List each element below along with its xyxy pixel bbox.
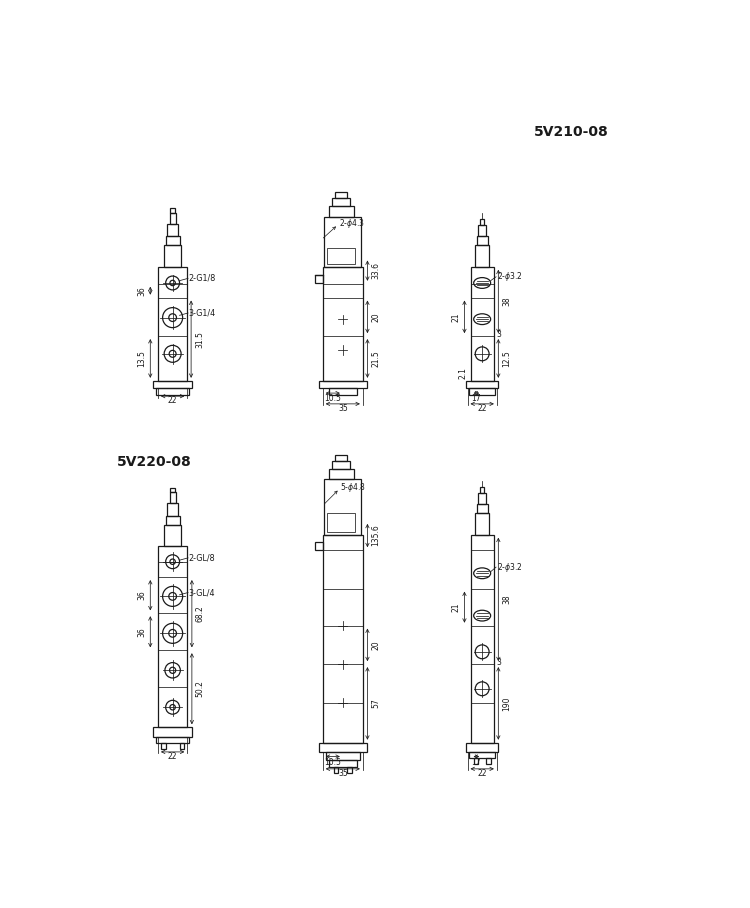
Text: 13.5: 13.5: [137, 350, 146, 367]
Text: 33.6: 33.6: [371, 262, 380, 279]
Text: 35: 35: [338, 769, 348, 778]
Bar: [335, 192, 347, 198]
Bar: [326, 752, 360, 760]
Bar: [315, 275, 322, 283]
Text: 38: 38: [503, 297, 512, 306]
Bar: [477, 504, 488, 513]
Text: 21: 21: [452, 602, 460, 612]
Bar: [329, 389, 357, 395]
Text: 2-$\phi$3.2: 2-$\phi$3.2: [496, 271, 522, 283]
Bar: [166, 516, 179, 525]
Bar: [332, 461, 350, 469]
Text: 3-GL/4: 3-GL/4: [189, 588, 215, 597]
Bar: [170, 208, 175, 212]
Bar: [322, 267, 363, 380]
Bar: [164, 525, 181, 547]
Bar: [332, 198, 350, 206]
Bar: [476, 513, 489, 535]
Text: 2-G1/8: 2-G1/8: [189, 274, 216, 283]
Text: 22: 22: [168, 396, 177, 405]
Text: 3: 3: [496, 658, 502, 667]
Bar: [158, 547, 188, 727]
Bar: [166, 236, 179, 245]
Bar: [170, 488, 175, 492]
Bar: [179, 743, 184, 749]
Text: 3-G1/4: 3-G1/4: [189, 309, 216, 318]
Bar: [335, 455, 347, 461]
Text: 5-$\phi$4.8: 5-$\phi$4.8: [340, 481, 366, 494]
Text: 50.2: 50.2: [196, 680, 205, 697]
Text: 68.2: 68.2: [196, 606, 205, 622]
Bar: [324, 479, 362, 535]
Bar: [153, 727, 192, 736]
Text: 3: 3: [496, 331, 502, 339]
Text: 22: 22: [168, 752, 177, 761]
Bar: [474, 758, 478, 765]
Text: 5V220-08: 5V220-08: [117, 455, 192, 469]
Bar: [315, 542, 322, 550]
Text: 21: 21: [452, 312, 460, 321]
Bar: [329, 206, 353, 217]
Text: 17: 17: [472, 394, 482, 403]
Text: 5V210-08: 5V210-08: [534, 125, 609, 139]
Bar: [158, 267, 188, 380]
Bar: [324, 217, 362, 267]
Bar: [153, 380, 192, 389]
Bar: [334, 767, 338, 774]
Text: 17: 17: [472, 758, 482, 767]
Bar: [469, 389, 495, 395]
Text: 2-$\phi$4.3: 2-$\phi$4.3: [339, 217, 365, 231]
Bar: [161, 743, 166, 749]
Bar: [329, 469, 353, 479]
Bar: [167, 503, 178, 516]
Bar: [157, 389, 189, 395]
Text: 35: 35: [338, 404, 348, 413]
Text: 2-GL/8: 2-GL/8: [189, 553, 215, 562]
Text: 57: 57: [371, 698, 380, 708]
Bar: [347, 767, 352, 774]
Bar: [476, 245, 489, 267]
Text: 38: 38: [503, 595, 512, 604]
Bar: [329, 760, 357, 767]
Text: 12.5: 12.5: [503, 350, 512, 367]
Text: 10.5: 10.5: [324, 394, 341, 403]
Text: 2-$\phi$3.2: 2-$\phi$3.2: [496, 560, 522, 574]
Text: 31.5: 31.5: [195, 331, 204, 348]
Bar: [319, 743, 367, 752]
Bar: [486, 758, 490, 765]
Bar: [480, 487, 484, 493]
Text: 190: 190: [503, 696, 512, 711]
Bar: [164, 245, 181, 267]
Text: 36: 36: [137, 590, 146, 600]
Bar: [319, 380, 367, 389]
Bar: [157, 736, 189, 743]
Bar: [480, 219, 484, 225]
Text: 22: 22: [478, 769, 487, 778]
Bar: [469, 752, 495, 758]
Bar: [478, 493, 486, 504]
Bar: [477, 236, 488, 245]
Text: 20: 20: [371, 640, 380, 650]
Text: 2.1: 2.1: [458, 367, 467, 379]
Bar: [170, 212, 176, 223]
Text: 36: 36: [137, 627, 146, 637]
Bar: [478, 225, 486, 236]
Bar: [328, 248, 355, 263]
Bar: [322, 535, 363, 743]
Bar: [470, 535, 494, 743]
Bar: [466, 743, 498, 752]
Bar: [470, 267, 494, 380]
Bar: [328, 513, 355, 532]
Bar: [466, 380, 498, 389]
Text: 22: 22: [478, 404, 487, 413]
Text: 21.5: 21.5: [371, 350, 380, 367]
Text: 10.5: 10.5: [324, 758, 341, 767]
Text: 36: 36: [137, 286, 146, 296]
Bar: [170, 492, 176, 503]
Bar: [167, 223, 178, 236]
Text: 20: 20: [371, 312, 380, 321]
Text: 135.6: 135.6: [371, 525, 380, 547]
